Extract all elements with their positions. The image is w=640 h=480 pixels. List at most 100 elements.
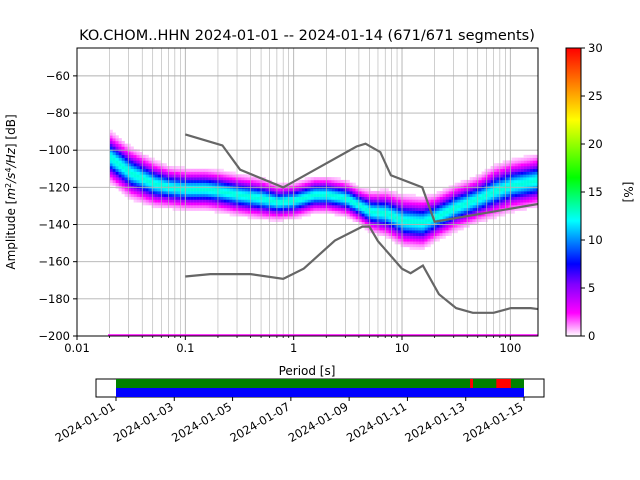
heatmap-cell xyxy=(133,174,137,178)
heatmap-cell xyxy=(520,188,524,192)
heatmap-cell xyxy=(502,174,506,178)
heatmap-cell xyxy=(493,182,497,186)
heatmap-cell xyxy=(184,182,188,186)
heatmap-cell xyxy=(169,188,173,192)
heatmap-cell xyxy=(481,174,485,178)
heatmap-cell xyxy=(322,207,326,211)
heatmap-cell xyxy=(388,221,392,225)
heatmap-cell xyxy=(190,202,194,206)
heatmap-cell xyxy=(268,216,272,220)
heatmap-cell xyxy=(352,199,356,203)
heatmap-cell xyxy=(442,205,446,209)
heatmap-cell xyxy=(391,196,395,200)
heatmap-cell xyxy=(127,146,131,150)
heatmap-cell xyxy=(433,196,437,200)
heatmap-cell xyxy=(175,193,179,197)
heatmap-cell xyxy=(442,196,446,200)
heatmap-cell xyxy=(421,207,425,211)
heatmap-cell xyxy=(505,165,509,170)
heatmap-cell xyxy=(157,182,161,186)
heatmap-cell xyxy=(523,182,527,186)
heatmap-cell xyxy=(466,188,470,192)
heatmap-cell xyxy=(289,202,293,206)
heatmap-cell xyxy=(148,196,152,200)
heatmap-cell xyxy=(142,196,146,200)
heatmap-cell xyxy=(520,207,524,211)
heatmap-cell xyxy=(532,191,536,195)
heatmap-cell xyxy=(283,199,287,203)
heatmap-cell xyxy=(205,177,209,181)
heatmap-cell xyxy=(193,196,197,200)
heatmap-cell xyxy=(406,235,410,239)
heatmap-cell xyxy=(244,196,248,200)
heatmap-cell xyxy=(334,196,338,200)
heatmap-cell xyxy=(478,193,482,197)
heatmap-cell xyxy=(445,196,449,200)
heatmap-cell xyxy=(154,174,158,178)
heatmap-cell xyxy=(250,207,254,211)
heatmap-cell xyxy=(181,168,185,172)
heatmap-cell xyxy=(460,218,464,223)
heatmap-cell xyxy=(220,205,224,209)
heatmap-cell xyxy=(424,230,428,234)
heatmap-cell xyxy=(535,199,538,203)
heatmap-cell xyxy=(409,196,413,200)
heatmap-cell xyxy=(316,188,320,192)
heatmap-cell xyxy=(397,235,401,239)
heatmap-cell xyxy=(331,179,335,184)
heatmap-cell xyxy=(391,205,395,209)
heatmap-cell xyxy=(442,193,446,197)
heatmap-cell xyxy=(475,207,479,211)
heatmap-cell xyxy=(520,168,524,172)
heatmap-cell xyxy=(133,193,137,197)
heatmap-cell xyxy=(406,213,410,217)
heatmap-cell xyxy=(487,207,491,211)
heatmap-cell xyxy=(382,218,386,223)
heatmap-cell xyxy=(532,182,536,186)
heatmap-cell xyxy=(202,207,206,211)
heatmap-cell xyxy=(517,193,521,197)
heatmap-cell xyxy=(364,207,368,211)
heatmap-cell xyxy=(154,160,158,164)
heatmap-cell xyxy=(157,168,161,172)
heatmap-cell xyxy=(298,205,302,209)
heatmap-cell xyxy=(517,199,521,203)
heatmap-cell xyxy=(244,188,248,192)
heatmap-cell xyxy=(295,199,299,203)
heatmap-cell xyxy=(364,227,368,231)
timeline-tick-label: 2024-01-15 xyxy=(461,399,526,445)
heatmap-cell xyxy=(496,191,500,195)
heatmap-cell xyxy=(394,191,398,195)
heatmap-cell xyxy=(466,221,470,225)
heatmap-cell xyxy=(415,210,419,214)
heatmap-cell xyxy=(265,207,269,211)
heatmap-cell xyxy=(289,210,293,214)
heatmap-cell xyxy=(250,213,254,217)
heatmap-cell xyxy=(475,199,479,203)
heatmap-cell xyxy=(172,202,176,206)
heatmap-cell xyxy=(151,174,155,178)
heatmap-cell xyxy=(472,218,476,223)
heatmap-cell xyxy=(364,191,368,195)
heatmap-cell xyxy=(427,199,431,203)
heatmap-cell xyxy=(307,210,311,214)
heatmap-cell xyxy=(112,163,116,167)
heatmap-cell xyxy=(523,157,527,161)
heatmap-cell xyxy=(490,202,494,206)
heatmap-cell xyxy=(163,163,167,167)
heatmap-cell xyxy=(532,177,536,181)
heatmap-cell xyxy=(214,196,218,200)
heatmap-cell xyxy=(115,160,119,164)
heatmap-cell xyxy=(385,205,389,209)
heatmap-cell xyxy=(220,191,224,195)
heatmap-cell xyxy=(184,196,188,200)
heatmap-cell xyxy=(340,188,344,192)
heatmap-cell xyxy=(412,221,416,225)
heatmap-cell xyxy=(532,168,536,172)
heatmap-cell xyxy=(148,193,152,197)
heatmap-cell xyxy=(430,238,434,242)
heatmap-cell xyxy=(520,196,524,200)
heatmap-cell xyxy=(292,216,296,220)
heatmap-cell xyxy=(427,196,431,200)
heatmap-cell xyxy=(316,205,320,209)
